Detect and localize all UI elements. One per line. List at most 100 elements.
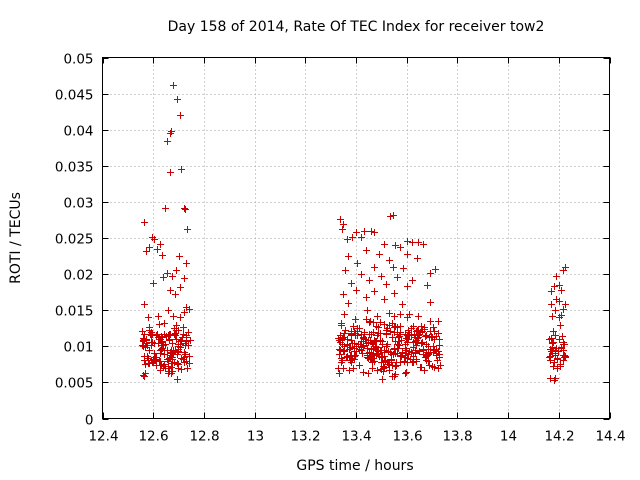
data-point [433,352,440,359]
data-point [353,287,360,294]
data-point [349,234,356,241]
data-point [366,319,373,326]
data-point [406,348,413,355]
data-point [431,328,438,335]
data-point [143,340,150,347]
y-axis-title: ROTI / TECUs [8,192,24,284]
data-point [178,337,185,344]
data-point [550,339,557,346]
data-point [146,360,153,367]
data-point [172,291,179,298]
data-point [552,332,559,339]
data-point [392,323,399,330]
data-point [365,370,372,377]
data-point [356,362,363,369]
data-point [352,316,359,323]
data-point [167,287,174,294]
data-point [339,226,346,233]
data-point [404,238,411,245]
data-point [371,229,378,236]
data-point [431,347,438,354]
data-point [166,368,173,375]
data-point [146,327,153,334]
data-point [141,373,148,380]
data-point [381,321,388,328]
data-point [550,328,557,335]
data-point [381,241,388,248]
data-point [387,328,394,335]
data-point [338,320,345,327]
data-point [429,334,436,341]
data-point [169,273,176,280]
data-point [161,331,168,338]
data-point [151,357,158,364]
data-point [151,340,158,347]
data-point [181,309,188,316]
data-point [550,363,557,370]
data-point [159,338,166,345]
data-point [384,325,391,332]
y-tick-label: 0.02 [63,268,93,284]
data-point [176,253,183,260]
x-tick-label: 12.4 [88,429,118,445]
data-point [435,318,442,325]
data-point [560,341,567,348]
data-point [432,266,439,273]
data-point [162,205,169,212]
data-point [399,301,406,308]
data-point [395,345,402,352]
data-point [402,345,409,352]
data-point [548,335,555,342]
data-point [397,244,404,251]
data-point [418,340,425,347]
data-point [435,330,442,337]
data-point [370,346,377,353]
data-point [389,320,396,327]
data-point [360,342,367,349]
y-tick-label: 0.05 [63,52,93,68]
data-point [387,213,394,220]
data-point [344,236,351,243]
data-point [414,255,421,262]
chart-title: Day 158 of 2014, Rate Of TEC Index for r… [168,19,545,35]
data-point [181,359,188,366]
data-point [151,236,158,243]
data-point [386,310,393,317]
data-point [425,358,432,365]
data-points [139,82,569,384]
data-point [421,324,428,331]
data-point [146,347,153,354]
x-tick-label: 12.8 [189,429,219,445]
data-point [547,375,554,382]
data-point [174,96,181,103]
data-point [371,264,378,271]
data-point [371,338,378,345]
data-point [388,356,395,363]
data-point [161,320,168,327]
data-point [181,349,188,356]
data-point [340,221,347,228]
data-point [339,357,346,364]
data-point [172,330,179,337]
data-point [353,229,360,236]
data-point [336,370,343,377]
data-point [364,345,371,352]
data-point [379,376,386,383]
x-tick-label: 13 [247,429,264,445]
data-point [141,219,148,226]
data-point [142,361,149,368]
y-tick-label: 0.03 [63,196,93,212]
data-point [369,365,376,372]
data-point [410,358,417,365]
data-point [153,332,160,339]
data-point [158,346,165,353]
data-point [358,234,365,241]
data-point [390,212,397,219]
data-point [157,347,164,354]
data-point [418,323,425,330]
y-tick-label: 0 [85,413,94,429]
data-point [346,346,353,353]
data-point [174,360,181,367]
data-point [415,239,422,246]
